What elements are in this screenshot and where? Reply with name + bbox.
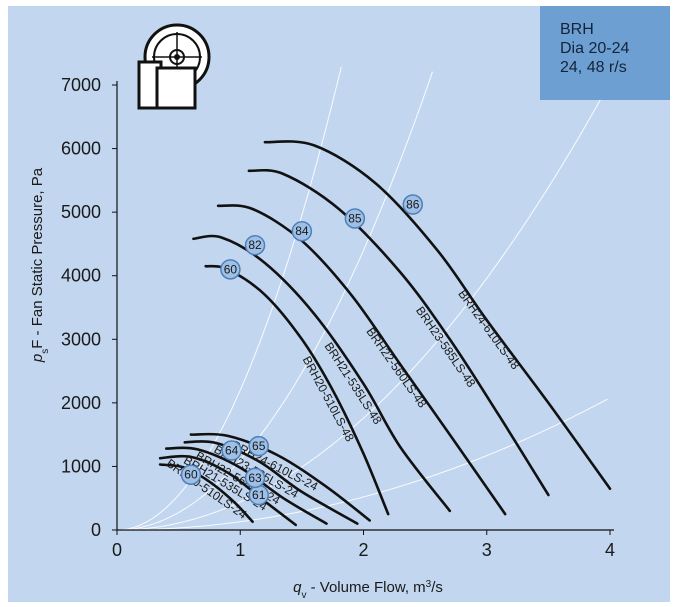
efficiency-marker-circle xyxy=(344,208,366,229)
y-tick-label: 3000 xyxy=(61,329,101,349)
efficiency-marker: 85 xyxy=(344,208,366,229)
x-tick-label: 2 xyxy=(358,540,368,560)
y-tick-label: 5000 xyxy=(61,202,101,222)
efficiency-marker-label: 63 xyxy=(248,471,262,485)
fan-curve-BRH21-535LS-48 xyxy=(192,234,452,513)
efficiency-marker-circle xyxy=(244,467,266,489)
y-tick-label: 2000 xyxy=(61,393,101,413)
efficiency-marker: 61 xyxy=(248,484,269,506)
x-axis-label: qv - Volume Flow, m3/s xyxy=(293,579,443,601)
system-curves xyxy=(116,66,608,531)
fan-curve-BRH24-610LS-24 xyxy=(189,432,371,522)
efficiency-marker-circle xyxy=(248,435,269,457)
x-tick-label: 4 xyxy=(605,540,615,560)
efficiency-marker: 60 xyxy=(220,259,241,280)
efficiency-marker: 65 xyxy=(248,435,269,457)
efficiency-marker: 64 xyxy=(221,440,242,461)
fan-curve-BRH21-535LS-24 xyxy=(158,454,297,527)
x-tick-label: 0 xyxy=(112,540,122,560)
fan-curve-BRH22-560LS-24 xyxy=(165,446,328,525)
efficiency-marker: 84 xyxy=(291,220,313,242)
fan-curve-BRH24-610LS-48 xyxy=(263,140,612,490)
efficiency-marker-label: 84 xyxy=(295,224,309,238)
fan-info-box: BRH Dia 20-24 24, 48 r/s xyxy=(540,6,670,100)
efficiency-marker-circle xyxy=(291,220,313,242)
y-tick-label: 4000 xyxy=(61,266,101,286)
efficiency-marker-label: 85 xyxy=(348,212,362,226)
efficiency-marker-label: 82 xyxy=(248,238,262,252)
efficiency-marker-circle xyxy=(402,194,424,215)
axes: 0 1 2 3 4 0 1000 2000 3000 4000 5000 6000 7000 xyxy=(61,75,615,560)
y-tick-label: 6000 xyxy=(61,139,101,159)
y-axis-label: psF - Fan Static Pressure, Pa xyxy=(29,167,51,363)
efficiency-marker-label: 60 xyxy=(224,262,238,276)
y-tick-label: 7000 xyxy=(61,75,101,95)
efficiency-marker-label: 64 xyxy=(225,444,239,458)
y-tick-label: 1000 xyxy=(61,456,101,476)
efficiency-marker-label: 60 xyxy=(184,468,198,482)
fan-curve-BRH22-560LS-48 xyxy=(216,204,507,516)
y-axis-title: psF - Fan Static Pressure, Pa xyxy=(29,167,51,363)
fan-curve-BRH23-585LS-48 xyxy=(247,168,550,497)
info-model: BRH xyxy=(560,21,594,38)
system-line-2 xyxy=(117,86,608,531)
efficiency-marker-circle xyxy=(220,259,241,280)
system-line-1 xyxy=(117,398,608,531)
system-line-4 xyxy=(116,66,342,531)
fan-curve-BRH23-585LS-24 xyxy=(183,440,359,525)
efficiency-marker: 86 xyxy=(402,194,424,215)
efficiency-marker-circle xyxy=(244,234,266,256)
system-line-3 xyxy=(117,71,433,531)
centrifugal-fan-icon xyxy=(137,23,211,110)
efficiency-markers: 60 82 84 85 86 60 61 63 64 65 xyxy=(180,194,424,506)
efficiency-marker: 82 xyxy=(244,234,266,256)
info-diameter: Dia 20-24 xyxy=(560,40,630,57)
x-tick-label: 3 xyxy=(482,540,492,560)
fan-curve-BRH20-510LS-24 xyxy=(158,463,254,523)
efficiency-marker-circle xyxy=(221,440,242,461)
efficiency-marker-circle xyxy=(180,464,202,485)
efficiency-marker: 60 xyxy=(180,464,202,485)
info-speed: 24, 48 r/s xyxy=(560,59,627,76)
y-tick-label: 0 xyxy=(91,520,101,540)
efficiency-marker: 63 xyxy=(244,467,266,489)
efficiency-marker-label: 65 xyxy=(252,439,266,453)
efficiency-marker-label: 86 xyxy=(406,198,420,212)
efficiency-marker-label: 61 xyxy=(252,488,266,502)
x-tick-label: 1 xyxy=(235,540,245,560)
